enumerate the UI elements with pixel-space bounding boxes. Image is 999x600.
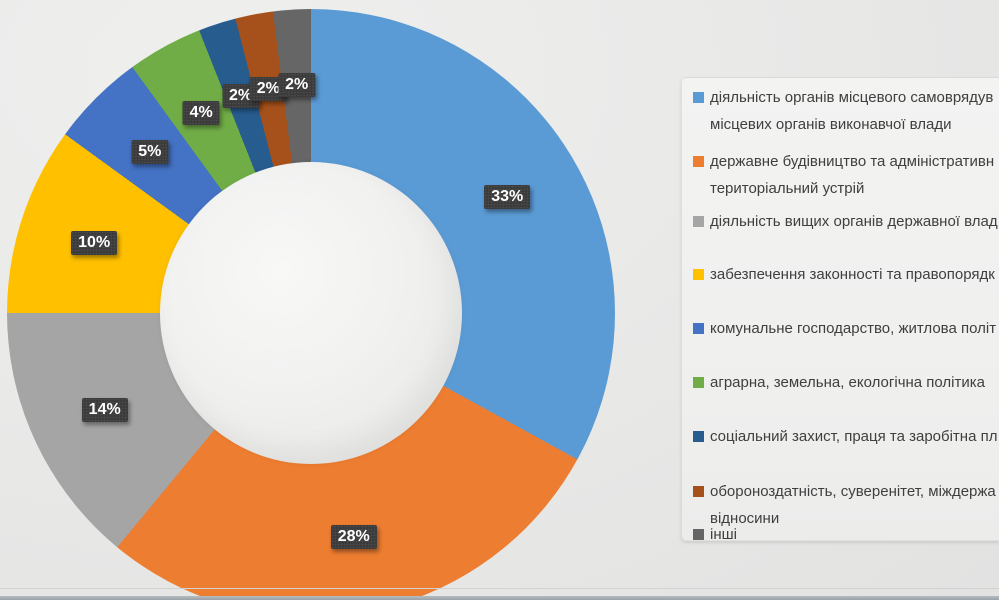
- legend-item-label: обороноздатність, суверенітет, міждержа …: [710, 483, 996, 527]
- legend-item[interactable]: державне будівництво та адміністративн т…: [693, 148, 999, 202]
- donut-hole: [160, 162, 462, 464]
- slide-bottom-line: [0, 588, 999, 589]
- donut-chart[interactable]: [7, 9, 615, 600]
- legend-swatch-icon: [693, 529, 704, 540]
- legend-item[interactable]: забезпечення законності та правопорядк: [693, 261, 999, 288]
- legend-item-label: діяльність органів місцевого самоврядув …: [710, 89, 994, 133]
- legend-item[interactable]: діяльність вищих органів державної влад: [693, 208, 999, 235]
- legend-item-label: забезпечення законності та правопорядк: [710, 266, 995, 283]
- legend-item-label: комунальне господарство, житлова політ: [710, 320, 997, 337]
- legend-item[interactable]: аграрна, земельна, екологічна політика: [693, 369, 999, 396]
- slide-bottom-edge: [0, 596, 999, 600]
- legend-swatch-icon: [693, 486, 704, 497]
- legend-item-label: соціальний захист, праця та заробітна пл: [710, 428, 998, 445]
- legend-swatch-icon: [693, 323, 704, 334]
- legend-swatch-icon: [693, 269, 704, 280]
- chart-legend: діяльність органів місцевого самоврядув …: [681, 77, 999, 541]
- legend-swatch-icon: [693, 156, 704, 167]
- legend-item-label: діяльність вищих органів державної влад: [710, 213, 998, 230]
- legend-item[interactable]: діяльність органів місцевого самоврядув …: [693, 84, 999, 138]
- legend-item-label: аграрна, земельна, екологічна політика: [710, 374, 986, 391]
- legend-swatch-icon: [693, 216, 704, 227]
- legend-swatch-icon: [693, 431, 704, 442]
- legend-item[interactable]: обороноздатність, суверенітет, міждержа …: [693, 478, 999, 532]
- legend-item[interactable]: соціальний захист, праця та заробітна пл: [693, 423, 999, 450]
- legend-item[interactable]: комунальне господарство, житлова політ: [693, 315, 999, 342]
- legend-item[interactable]: інші: [693, 521, 999, 541]
- legend-swatch-icon: [693, 92, 704, 103]
- legend-swatch-icon: [693, 377, 704, 388]
- legend-item-label: державне будівництво та адміністративн т…: [710, 153, 995, 197]
- legend-item-label: інші: [710, 526, 737, 541]
